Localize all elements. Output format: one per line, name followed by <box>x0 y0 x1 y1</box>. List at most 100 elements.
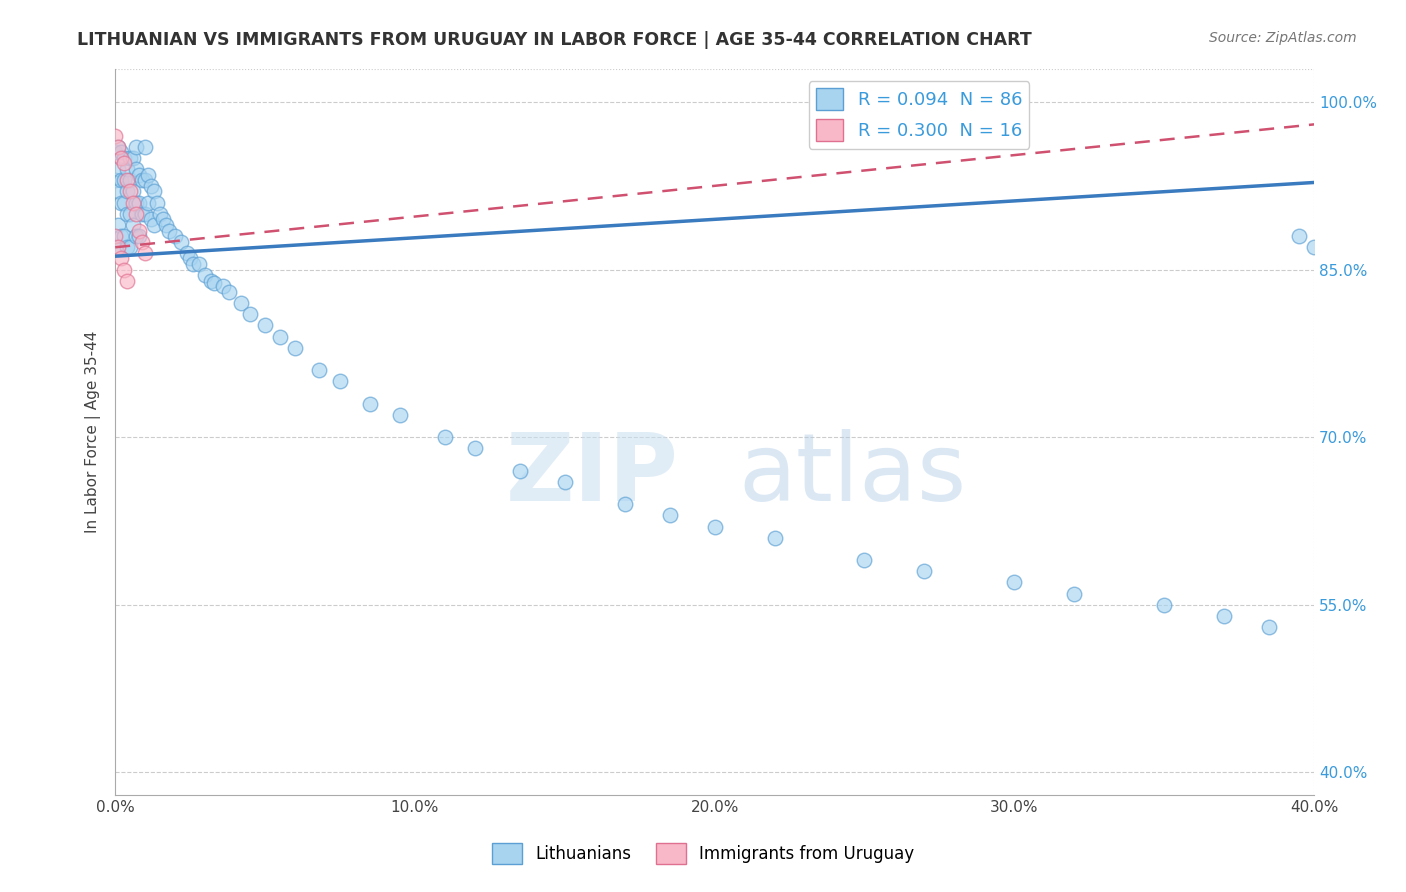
Point <box>125 195 148 210</box>
Point <box>613 497 636 511</box>
Point <box>194 268 217 283</box>
Point <box>104 128 127 143</box>
Point <box>115 173 138 187</box>
Point <box>128 223 150 237</box>
Point <box>853 553 876 567</box>
Point <box>212 279 235 293</box>
Point <box>110 229 132 244</box>
Point <box>181 257 204 271</box>
Point <box>134 245 156 260</box>
Point <box>165 229 187 244</box>
Point <box>110 145 132 160</box>
Point <box>464 442 486 456</box>
Point <box>125 207 148 221</box>
Text: LITHUANIAN VS IMMIGRANTS FROM URUGUAY IN LABOR FORCE | AGE 35-44 CORRELATION CHA: LITHUANIAN VS IMMIGRANTS FROM URUGUAY IN… <box>77 31 1032 49</box>
Point <box>157 223 180 237</box>
Point <box>120 151 142 165</box>
Point <box>1002 575 1025 590</box>
Text: Source: ZipAtlas.com: Source: ZipAtlas.com <box>1209 31 1357 45</box>
Point <box>284 341 307 355</box>
Point <box>1288 229 1310 244</box>
Point <box>1258 620 1281 634</box>
Legend: Lithuanians, Immigrants from Uruguay: Lithuanians, Immigrants from Uruguay <box>485 837 921 871</box>
Point <box>179 252 201 266</box>
Point <box>1213 609 1236 624</box>
Point <box>308 363 330 377</box>
Point <box>188 257 211 271</box>
Point <box>329 375 352 389</box>
Point <box>229 296 252 310</box>
Point <box>170 235 193 249</box>
Point <box>1153 598 1175 612</box>
Point <box>125 139 148 153</box>
Point <box>658 508 681 523</box>
Point <box>112 156 135 170</box>
Point <box>763 531 786 545</box>
Point <box>107 162 129 177</box>
Point <box>112 229 135 244</box>
Point <box>122 195 145 210</box>
Point <box>110 173 132 187</box>
Point <box>912 564 935 578</box>
Point <box>125 229 148 244</box>
Point <box>141 178 163 193</box>
Point <box>122 218 145 232</box>
Point <box>388 408 411 422</box>
Point <box>110 195 132 210</box>
Point <box>107 240 129 254</box>
Point <box>131 173 153 187</box>
Point <box>1303 240 1326 254</box>
Point <box>136 168 159 182</box>
Point <box>152 212 174 227</box>
Point <box>120 240 142 254</box>
Point <box>107 139 129 153</box>
Point <box>120 185 142 199</box>
Point <box>110 252 132 266</box>
Point <box>115 274 138 288</box>
Point <box>110 151 132 165</box>
Point <box>104 173 127 187</box>
Legend: R = 0.094  N = 86, R = 0.300  N = 16: R = 0.094 N = 86, R = 0.300 N = 16 <box>808 81 1029 149</box>
Point <box>134 173 156 187</box>
Point <box>128 195 150 210</box>
Point <box>112 262 135 277</box>
Point <box>128 168 150 182</box>
Point <box>509 464 531 478</box>
Point <box>131 207 153 221</box>
Point <box>202 276 225 290</box>
Point <box>112 195 135 210</box>
Text: atlas: atlas <box>738 429 967 521</box>
Point <box>136 195 159 210</box>
Point <box>104 240 127 254</box>
Point <box>107 218 129 232</box>
Point <box>131 235 153 249</box>
Point <box>115 162 138 177</box>
Text: ZIP: ZIP <box>506 429 679 521</box>
Point <box>239 307 262 321</box>
Point <box>115 207 138 221</box>
Point <box>176 245 198 260</box>
Point <box>104 229 127 244</box>
Point <box>143 185 166 199</box>
Point <box>128 229 150 244</box>
Point <box>155 218 177 232</box>
Point <box>122 151 145 165</box>
Point <box>554 475 576 489</box>
Point <box>200 274 222 288</box>
Point <box>104 145 127 160</box>
Point <box>141 212 163 227</box>
Point <box>134 139 156 153</box>
Point <box>120 207 142 221</box>
Point <box>218 285 240 299</box>
Point <box>703 519 725 533</box>
Point <box>433 430 456 444</box>
Point <box>134 207 156 221</box>
Point <box>112 173 135 187</box>
Point <box>146 195 169 210</box>
Point <box>107 139 129 153</box>
Point <box>122 185 145 199</box>
Point <box>125 162 148 177</box>
Point <box>254 318 277 333</box>
Point <box>112 151 135 165</box>
Point <box>143 218 166 232</box>
